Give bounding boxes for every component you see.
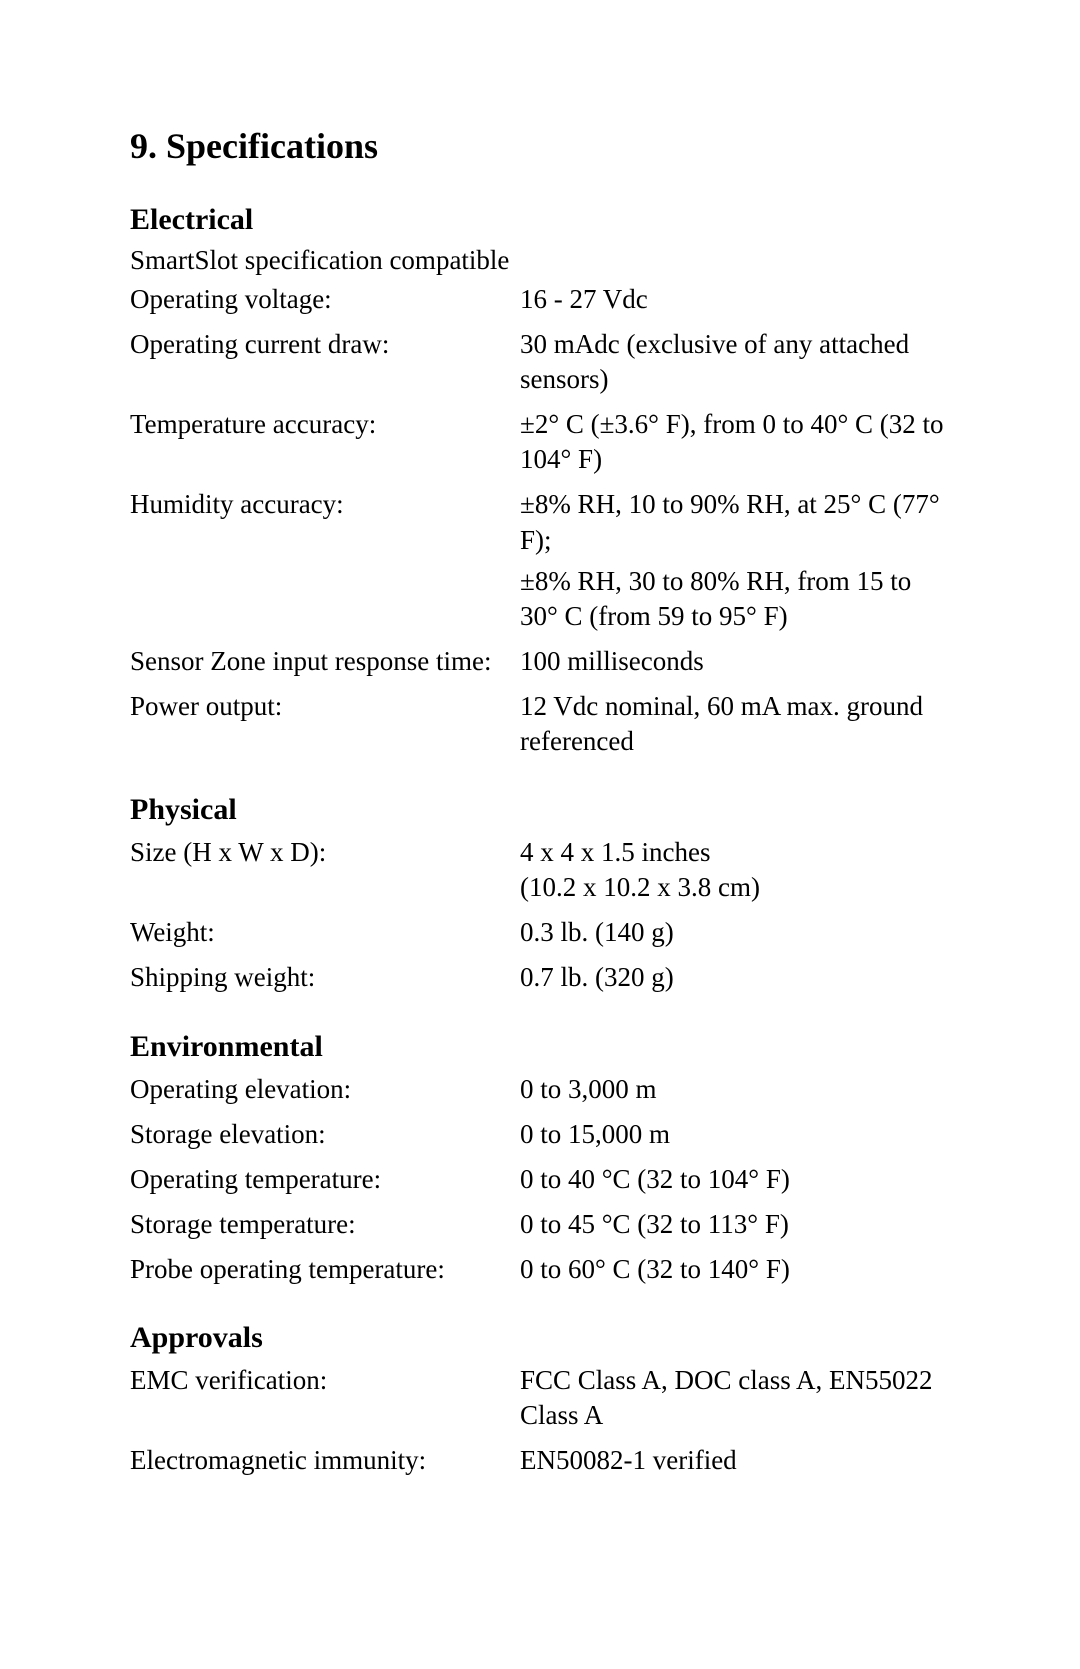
spec-value: 0 to 40 °C (32 to 104° F)	[520, 1162, 950, 1203]
spec-value-line: 0.3 lb. (140 g)	[520, 915, 950, 950]
spec-label: Weight:	[130, 915, 520, 950]
spec-value-line: 0 to 40 °C (32 to 104° F)	[520, 1162, 950, 1197]
spec-value-line: 30 mAdc (exclusive of any attached senso…	[520, 327, 950, 397]
spec-row: Operating elevation:0 to 3,000 m	[130, 1072, 950, 1113]
spec-label: Operating voltage:	[130, 282, 520, 317]
spec-label: Shipping weight:	[130, 960, 520, 995]
spec-row: Operating current draw:30 mAdc (exclusiv…	[130, 327, 950, 403]
section-heading: Approvals	[130, 1321, 950, 1355]
section-block: Approvals EMC verification:FCC Class A, D…	[130, 1321, 950, 1484]
spec-row: Size (H x W x D):4 x 4 x 1.5 inches(10.2…	[130, 835, 950, 911]
spec-value-line: 4 x 4 x 1.5 inches(10.2 x 10.2 x 3.8 cm)	[520, 835, 950, 905]
spec-value: 0 to 3,000 m	[520, 1072, 950, 1113]
spec-label: EMC verification:	[130, 1363, 520, 1398]
spec-value: 4 x 4 x 1.5 inches(10.2 x 10.2 x 3.8 cm)	[520, 835, 950, 911]
spec-value-line: 100 milliseconds	[520, 644, 950, 679]
section-block: Physical Size (H x W x D):4 x 4 x 1.5 inc…	[130, 793, 950, 1001]
section-heading: Environmental	[130, 1030, 950, 1064]
spec-value: 0 to 45 °C (32 to 113° F)	[520, 1207, 950, 1248]
spec-row: Sensor Zone input response time:100 mill…	[130, 644, 950, 685]
section-block: Electrical SmartSlot specification compat…	[130, 203, 950, 765]
page-title: 9. Specifications	[130, 125, 950, 167]
spec-value-line: 0 to 60° C (32 to 140° F)	[520, 1252, 950, 1287]
spec-label: Sensor Zone input response time:	[130, 644, 520, 679]
spec-value: 0.3 lb. (140 g)	[520, 915, 950, 956]
spec-value-line: FCC Class A, DOC class A, EN55022 Class …	[520, 1363, 950, 1433]
spec-label: Temperature accuracy:	[130, 407, 520, 442]
spec-value-line: 0.7 lb. (320 g)	[520, 960, 950, 995]
spec-row: Storage temperature:0 to 45 °C (32 to 11…	[130, 1207, 950, 1248]
spec-value: ±2° C (±3.6° F), from 0 to 40° C (32 to …	[520, 407, 950, 483]
spec-value-line: 0 to 15,000 m	[520, 1117, 950, 1152]
spec-value-line: 0 to 3,000 m	[520, 1072, 950, 1107]
spec-value-line: 12 Vdc nominal, 60 mA max. ground refere…	[520, 689, 950, 759]
page: 9. Specifications Electrical SmartSlot sp…	[0, 0, 1080, 1484]
spec-row: Humidity accuracy:±8% RH, 10 to 90% RH, …	[130, 487, 950, 639]
spec-label: Power output:	[130, 689, 520, 724]
spec-value-line: 16 - 27 Vdc	[520, 282, 950, 317]
spec-row: Probe operating temperature:0 to 60° C (…	[130, 1252, 950, 1293]
spec-value-line: 0 to 45 °C (32 to 113° F)	[520, 1207, 950, 1242]
spec-value: 0 to 15,000 m	[520, 1117, 950, 1158]
spec-label: Probe operating temperature:	[130, 1252, 520, 1287]
spec-value-line: EN50082-1 verified	[520, 1443, 950, 1478]
spec-value: EN50082-1 verified	[520, 1443, 950, 1484]
spec-label: Operating elevation:	[130, 1072, 520, 1107]
spec-value-line: ±8% RH, 30 to 80% RH, from 15 to 30° C (…	[520, 564, 950, 634]
spec-row: Operating temperature:0 to 40 °C (32 to …	[130, 1162, 950, 1203]
spec-label: Humidity accuracy:	[130, 487, 520, 522]
spec-label: Size (H x W x D):	[130, 835, 520, 870]
spec-value: 16 - 27 Vdc	[520, 282, 950, 323]
spec-label: Operating current draw:	[130, 327, 520, 362]
spec-value: 30 mAdc (exclusive of any attached senso…	[520, 327, 950, 403]
spec-value: 100 milliseconds	[520, 644, 950, 685]
spec-row: Weight:0.3 lb. (140 g)	[130, 915, 950, 956]
sections-container: Electrical SmartSlot specification compat…	[130, 203, 950, 1484]
section-intro: SmartSlot specification compatible	[130, 245, 950, 276]
spec-row: Storage elevation:0 to 15,000 m	[130, 1117, 950, 1158]
section-heading: Electrical	[130, 203, 950, 237]
section-heading: Physical	[130, 793, 950, 827]
spec-row: Electromagnetic immunity:EN50082-1 verif…	[130, 1443, 950, 1484]
spec-value: FCC Class A, DOC class A, EN55022 Class …	[520, 1363, 950, 1439]
spec-label: Electromagnetic immunity:	[130, 1443, 520, 1478]
spec-value: 12 Vdc nominal, 60 mA max. ground refere…	[520, 689, 950, 765]
spec-row: Shipping weight:0.7 lb. (320 g)	[130, 960, 950, 1001]
spec-label: Storage temperature:	[130, 1207, 520, 1242]
spec-value: 0 to 60° C (32 to 140° F)	[520, 1252, 950, 1293]
spec-label: Operating temperature:	[130, 1162, 520, 1197]
spec-label: Storage elevation:	[130, 1117, 520, 1152]
spec-value: ±8% RH, 10 to 90% RH, at 25° C (77° F);±…	[520, 487, 950, 639]
spec-row: Temperature accuracy:±2° C (±3.6° F), fr…	[130, 407, 950, 483]
spec-value-line: ±8% RH, 10 to 90% RH, at 25° C (77° F);	[520, 487, 950, 557]
spec-row: EMC verification:FCC Class A, DOC class …	[130, 1363, 950, 1439]
spec-value: 0.7 lb. (320 g)	[520, 960, 950, 1001]
spec-row: Operating voltage:16 - 27 Vdc	[130, 282, 950, 323]
spec-value-line: ±2° C (±3.6° F), from 0 to 40° C (32 to …	[520, 407, 950, 477]
spec-row: Power output:12 Vdc nominal, 60 mA max. …	[130, 689, 950, 765]
section-block: Environmental Operating elevation:0 to 3,…	[130, 1030, 950, 1293]
